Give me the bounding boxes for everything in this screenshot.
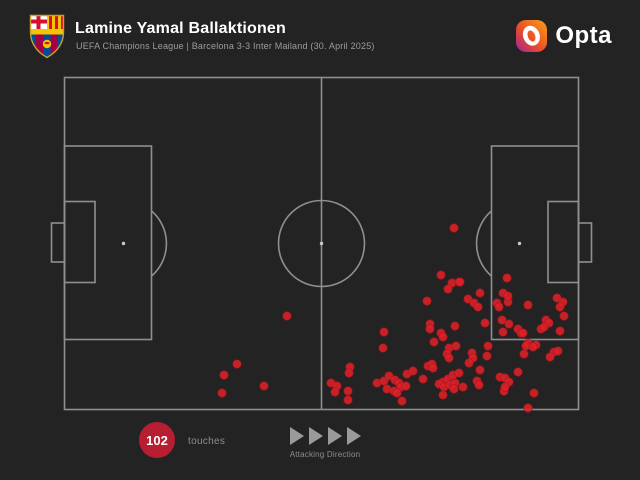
touches-badge: 102 — [139, 422, 175, 458]
touch-dot — [401, 381, 411, 391]
attacking-direction-arrows — [283, 427, 367, 445]
touch-dot — [378, 343, 388, 353]
goal-left — [50, 222, 66, 263]
touch-dot — [503, 291, 513, 301]
touch-dot — [408, 366, 418, 376]
touch-dot — [458, 382, 468, 392]
touch-dot — [330, 387, 340, 397]
touch-dot — [436, 270, 446, 280]
touch-dot — [480, 318, 490, 328]
touch-dot — [438, 390, 448, 400]
touch-dot — [343, 395, 353, 405]
center-spot — [319, 241, 324, 246]
touch-dots-layer — [217, 223, 569, 413]
touch-dot — [219, 370, 229, 380]
touch-dot — [504, 319, 514, 329]
goal-right — [577, 222, 593, 263]
opta-wordmark: Opta — [555, 22, 612, 49]
touch-dot — [397, 396, 407, 406]
touch-dot — [519, 349, 529, 359]
barcelona-crest-icon — [29, 14, 65, 59]
touch-dot — [474, 380, 484, 390]
penalty-area-left — [63, 145, 153, 341]
touch-dot — [428, 363, 438, 373]
touch-dot — [529, 388, 539, 398]
touch-dot — [259, 381, 269, 391]
touch-dot — [418, 374, 428, 384]
touch-dot — [553, 346, 563, 356]
touch-dot — [344, 368, 354, 378]
touches-label: touches — [188, 436, 226, 447]
page-subtitle: UEFA Champions League | Barcelona 3-3 In… — [76, 41, 375, 51]
touch-dot — [482, 351, 492, 361]
touch-dot — [282, 311, 292, 321]
attacking-direction-arrow-icon — [346, 427, 361, 445]
touch-dot — [455, 277, 465, 287]
page-title: Lamine Yamal Ballaktionen — [75, 20, 287, 37]
touch-dot — [523, 300, 533, 310]
attacking-direction-legend: Attacking Direction — [283, 427, 367, 459]
touch-dot — [232, 359, 242, 369]
penalty-arc-right — [475, 210, 493, 277]
touch-dot — [343, 386, 353, 396]
touch-dot — [451, 341, 461, 351]
pitch-markings — [50, 76, 593, 411]
touch-dot — [438, 332, 448, 342]
penalty-area-right — [490, 145, 580, 341]
touch-dot — [449, 223, 459, 233]
touch-dot — [494, 302, 504, 312]
touch-dot — [444, 353, 454, 363]
opta-logo-icon — [516, 20, 548, 52]
touch-dot — [450, 321, 460, 331]
touch-dot — [217, 388, 227, 398]
touch-dot — [502, 273, 512, 283]
touch-dot — [475, 365, 485, 375]
touch-dot — [379, 327, 389, 337]
attacking-direction-arrow-icon — [289, 427, 304, 445]
touch-dot — [545, 352, 555, 362]
touch-dot — [555, 302, 565, 312]
touch-dot — [392, 388, 402, 398]
six-yard-box-left — [63, 200, 96, 284]
touch-dot — [559, 311, 569, 321]
touch-dot — [497, 315, 507, 325]
touch-dot — [483, 341, 493, 351]
attacking-direction-label: Attacking Direction — [289, 450, 361, 459]
touch-dot — [422, 296, 432, 306]
touch-dot — [429, 337, 439, 347]
attacking-direction-arrow-icon — [327, 427, 342, 445]
penalty-spot-left — [121, 241, 126, 246]
opta-brand: Opta — [516, 20, 612, 52]
penalty-spot-right — [517, 241, 522, 246]
touch-dot — [449, 384, 459, 394]
touch-dot — [473, 302, 483, 312]
touch-dot — [518, 328, 528, 338]
touch-dot — [475, 288, 485, 298]
touch-dot — [539, 322, 549, 332]
center-circle — [277, 199, 366, 288]
penalty-arc-left — [150, 210, 168, 277]
touches-count: 102 — [146, 432, 168, 448]
touch-dot — [513, 367, 523, 377]
touch-dot — [425, 324, 435, 334]
touch-dot — [464, 358, 474, 368]
six-yard-box-right — [547, 200, 580, 284]
attacking-direction-arrow-icon — [308, 427, 323, 445]
touch-dot — [555, 326, 565, 336]
touch-dot — [498, 327, 508, 337]
touch-dot — [528, 342, 538, 352]
touch-dot — [523, 403, 533, 413]
touch-dot — [500, 382, 510, 392]
touch-dot — [443, 284, 453, 294]
touch-dot — [454, 368, 464, 378]
